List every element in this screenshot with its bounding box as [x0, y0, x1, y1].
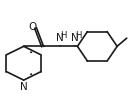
Text: N: N [56, 32, 64, 43]
Text: N: N [20, 82, 28, 92]
Text: H: H [75, 31, 81, 40]
Text: N: N [71, 32, 79, 43]
Text: O: O [29, 22, 37, 32]
Text: H: H [60, 31, 67, 40]
